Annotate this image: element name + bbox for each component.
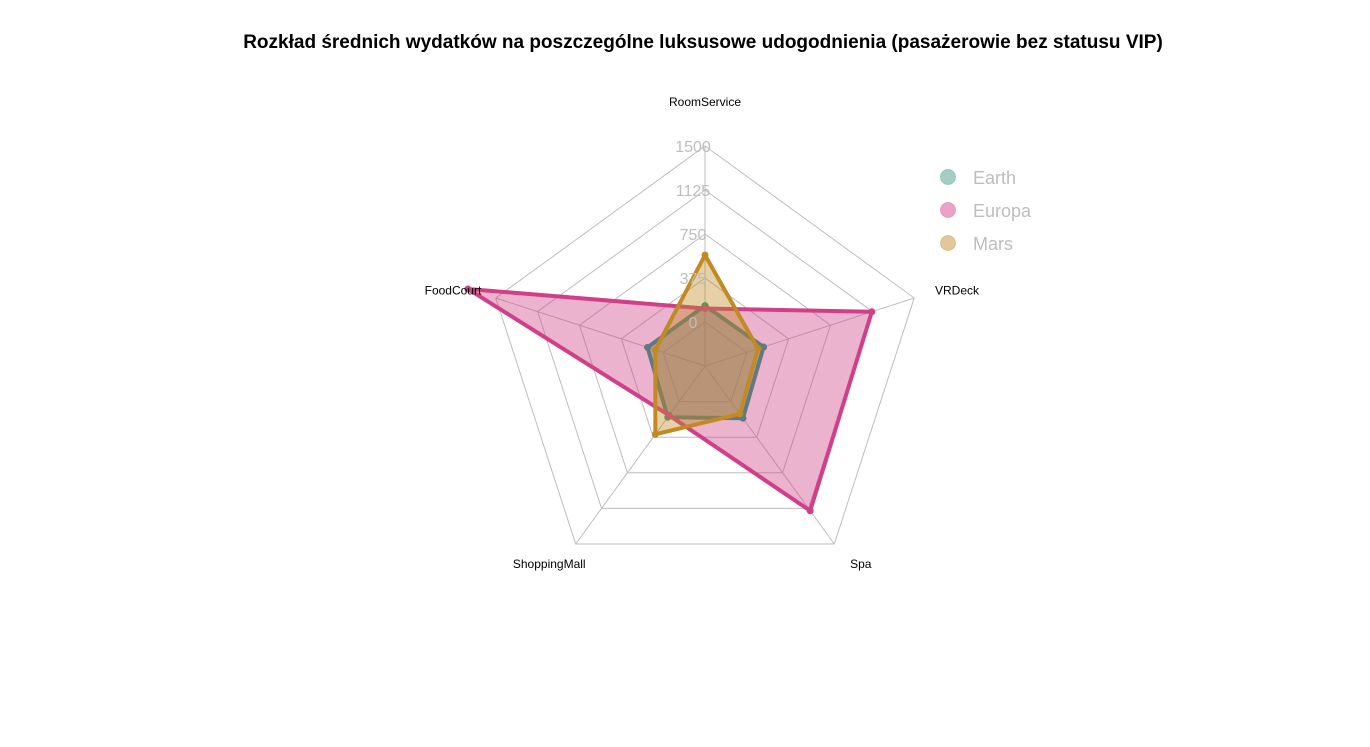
tick-label-1125: 1125 — [676, 183, 711, 200]
axis-labels: RoomService VRDeck Spa ShoppingMall FoodCour… — [425, 95, 980, 571]
radar-series — [464, 251, 876, 515]
data-point-europa-spa — [806, 507, 814, 515]
grid-spoke-4 — [495, 297, 706, 367]
legend-label-earth: Earth — [973, 168, 1016, 188]
grid-ring-5 — [495, 145, 915, 545]
series-area-europa — [465, 286, 874, 513]
tick-label-750: 750 — [680, 227, 707, 244]
grid-spoke-1 — [704, 297, 915, 367]
series-europa — [464, 285, 876, 515]
data-point-earth-vrdeck — [760, 343, 768, 351]
axis-label-roomservice: RoomService — [669, 95, 741, 109]
grid-ring-1 — [662, 321, 748, 403]
series-mars — [651, 251, 762, 438]
legend-label-mars: Mars — [973, 234, 1013, 254]
axis-label-spa: Spa — [850, 557, 872, 571]
data-point-europa-foodcourt — [464, 285, 472, 293]
tick-labels: 0 375 750 1125 1500 — [675, 139, 711, 332]
legend-marker-europa — [940, 202, 956, 218]
grid-ring-2 — [620, 277, 790, 438]
data-point-mars-foodcourt — [651, 346, 659, 354]
legend-marker-mars — [940, 235, 956, 251]
legend-marker-earth — [940, 169, 956, 185]
series-area-mars — [653, 253, 761, 437]
grid-spoke-3 — [575, 365, 706, 545]
axis-label-shoppingmall: ShoppingMall — [513, 557, 586, 571]
tick-label-0: 0 — [689, 315, 698, 332]
data-point-mars-spa — [736, 410, 744, 418]
grid-ring-4 — [537, 189, 873, 509]
axis-label-vrdeck: VRDeck — [935, 283, 980, 297]
data-point-europa-shoppingmall — [665, 411, 673, 419]
data-point-europa-vrdeck — [868, 308, 876, 316]
data-point-europa-roomservice — [701, 305, 709, 313]
data-point-mars-vrdeck — [754, 345, 762, 353]
chart-title: Rozkład średnich wydatków na poszczególn… — [243, 32, 1163, 53]
axis-label-foodcourt: FoodCourt — [425, 283, 482, 297]
legend: Earth Europa Mars — [940, 168, 1032, 254]
legend-label-europa: Europa — [973, 201, 1032, 221]
data-point-mars-roomservice — [701, 251, 709, 259]
data-point-earth-foodcourt — [644, 343, 652, 351]
data-point-mars-shoppingmall — [651, 430, 659, 438]
tick-label-1500: 1500 — [675, 139, 711, 156]
grid-spoke-2 — [704, 365, 835, 545]
tick-label-375: 375 — [680, 271, 707, 288]
